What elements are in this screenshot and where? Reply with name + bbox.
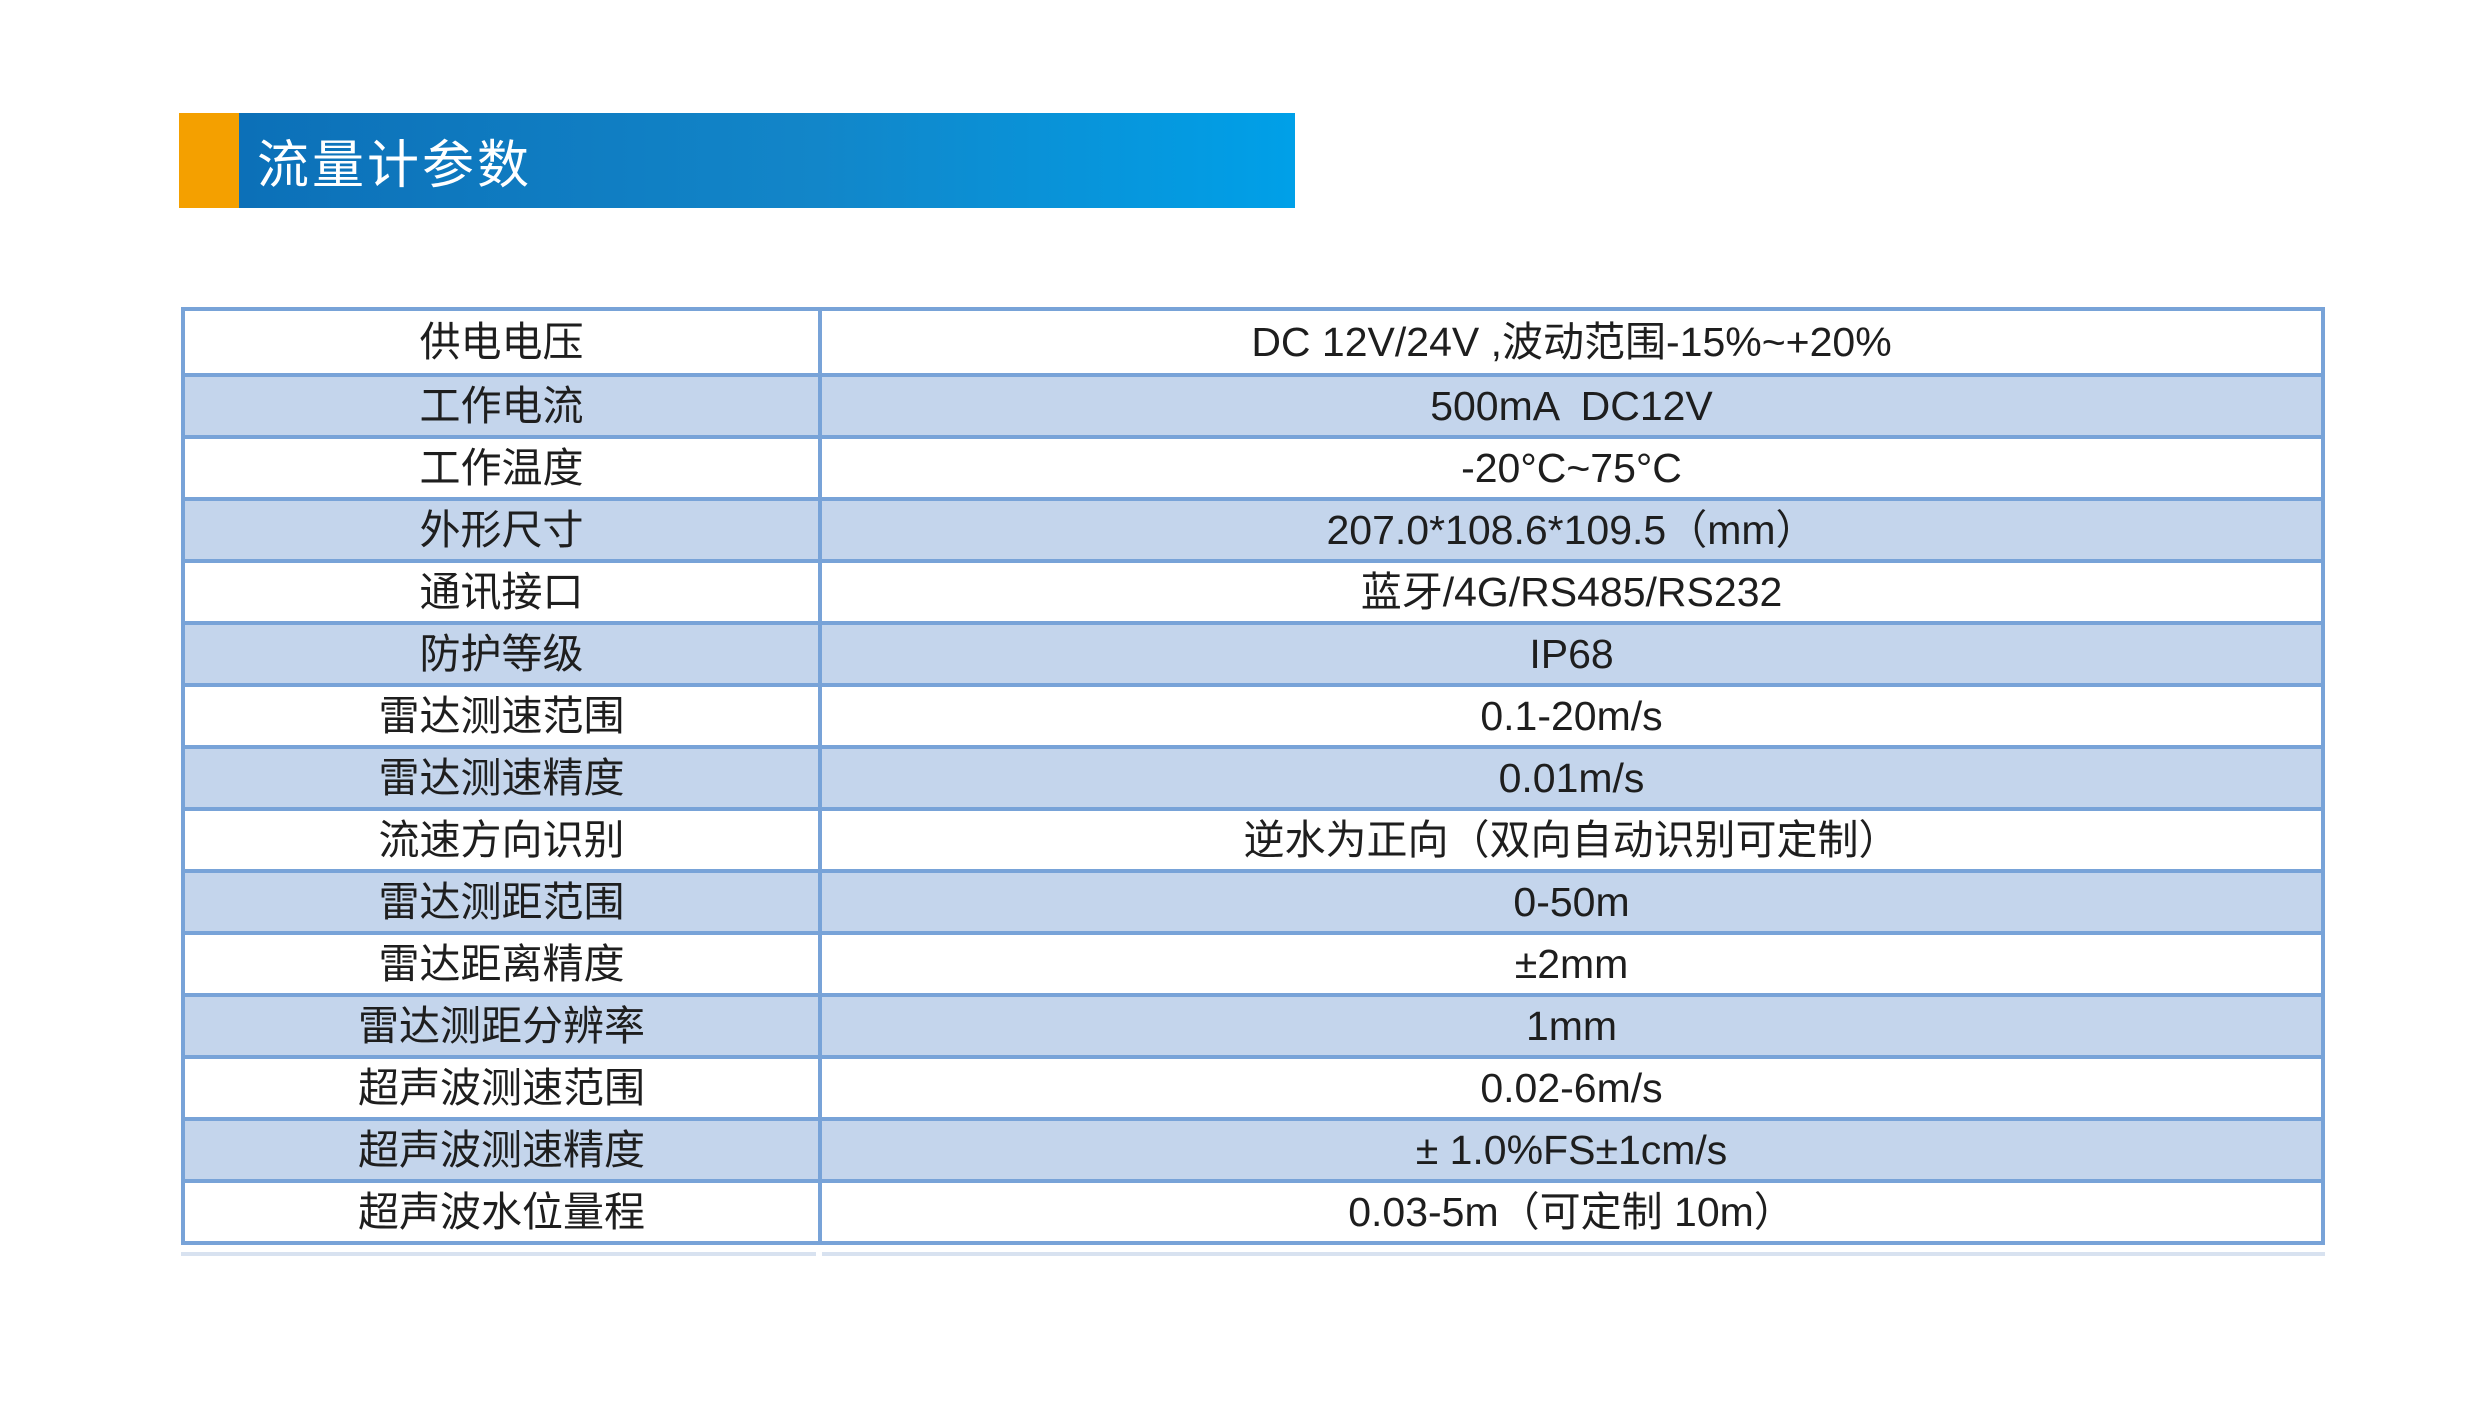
param-value-cell: 0.01m/s [1498,754,1645,801]
table-row: 通讯接口 蓝牙/4G/RS485/RS232 [185,559,2321,621]
param-value-cell: 0.1-20m/s [1480,692,1663,739]
param-label-cell: 流速方向识别 [185,811,822,869]
param-label-cell: 超声波测速范围 [185,1059,822,1117]
param-value-cell: 逆水为正向（双向自动识别可定制） [1243,816,1900,863]
table-row: 外形尺寸 207.0*108.6*109.5（mm） [185,497,2321,559]
param-label-cell: 工作电流 [185,377,822,435]
section-title-bar: 流量计参数 [179,113,1295,208]
parameter-table: 供电电压 DC 12V/24V ,波动范围-15%~+20% 工作电流 500mA D… [181,307,2325,1245]
table-row: 供电电压 DC 12V/24V ,波动范围-15%~+20% [185,311,2321,373]
table-row: 超声波水位量程 0.03-5m（可定制 10m） [185,1179,2321,1241]
table-row: 流速方向识别 逆水为正向（双向自动识别可定制） [185,807,2321,869]
table-row: 超声波测速精度 ± 1.0%FS±1cm/s [185,1117,2321,1179]
param-label-cell: 雷达距离精度 [185,935,822,993]
param-value-cell: ±2mm [1514,940,1629,987]
table-row: 超声波测速范围 0.02-6m/s [185,1055,2321,1117]
param-value-cell: DC 12V/24V ,波动范围-15%~+20% [1251,318,1892,365]
param-value-cell: 0-50m [1513,878,1630,925]
param-label-cell: 工作温度 [185,439,822,497]
param-label-cell: 超声波水位量程 [185,1183,822,1241]
param-label-cell: 雷达测速精度 [185,749,822,807]
page-title: 流量计参数 [257,137,533,195]
table-bottom-faint-line-right [822,1252,2325,1256]
param-value-cell: IP68 [1529,630,1614,677]
table-bottom-faint-line-left [181,1252,816,1256]
param-value-cell: 0.03-5m（可定制 10m） [1348,1188,1795,1235]
param-value-cell: 0.02-6m/s [1480,1064,1663,1111]
table-row: 雷达测速精度 0.01m/s [185,745,2321,807]
param-label-cell: 通讯接口 [185,563,822,621]
param-label-cell: 雷达测距分辨率 [185,997,822,1055]
table-row: 雷达测速范围 0.1-20m/s [185,683,2321,745]
param-value-cell: 1mm [1525,1002,1618,1049]
param-label-cell: 雷达测速范围 [185,687,822,745]
table-row: 雷达距离精度 ±2mm [185,931,2321,993]
param-value-cell: ± 1.0%FS±1cm/s [1415,1126,1728,1173]
table-row: 雷达测距分辨率 1mm [185,993,2321,1055]
param-value-cell: -20°C~75°C [1461,444,1682,491]
param-value-cell: 207.0*108.6*109.5（mm） [1326,506,1817,553]
table-row: 防护等级 IP68 [185,621,2321,683]
title-accent-block [179,113,239,208]
param-label-cell: 防护等级 [185,625,822,683]
table-row: 雷达测距范围 0-50m [185,869,2321,931]
table-row: 工作温度 -20°C~75°C [185,435,2321,497]
param-value-cell: 500mA DC12V [1430,382,1713,429]
table-row: 工作电流 500mA DC12V [185,373,2321,435]
param-label-cell: 供电电压 [185,311,822,373]
title-gradient-bar: 流量计参数 [239,113,1295,208]
param-value-cell: 蓝牙/4G/RS485/RS232 [1360,568,1783,615]
param-label-cell: 外形尺寸 [185,501,822,559]
param-label-cell: 超声波测速精度 [185,1121,822,1179]
param-label-cell: 雷达测距范围 [185,873,822,931]
